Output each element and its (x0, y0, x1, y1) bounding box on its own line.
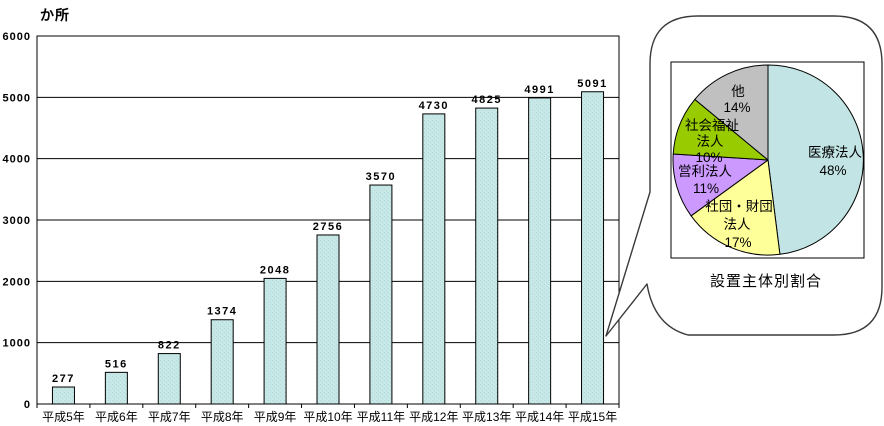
bar (157, 353, 181, 405)
pie-slice (690, 159, 781, 256)
x-tick-label: 平成14年 (515, 410, 564, 424)
pie-slice (694, 64, 769, 161)
x-tick-label: 平成13年 (462, 410, 511, 424)
pie-slice-label: 11% (693, 181, 719, 196)
y-tick-label: 0 (24, 399, 31, 411)
bar-value-label: 4991 (524, 84, 554, 96)
y-tick-label: 1000 (3, 338, 31, 350)
pie-slice (672, 153, 769, 217)
x-tick-label: 平成6年 (95, 410, 138, 424)
bar (210, 319, 234, 405)
x-tick-label: 平成8年 (201, 410, 244, 424)
bar (369, 184, 393, 405)
pie-slice-label: 法人 (724, 217, 752, 232)
pie-slice (767, 64, 864, 255)
pie-slice-label: 社会福祉 (685, 118, 739, 133)
pie-slice-label: 10% (695, 150, 722, 165)
pie-slice-label: 他 (731, 84, 745, 99)
y-tick-label: 4000 (3, 154, 31, 166)
x-tick-label: 平成7年 (148, 410, 191, 424)
bar-value-label: 277 (52, 373, 75, 385)
pie-slice-label: 48% (819, 163, 846, 178)
y-tick-label: 2000 (3, 276, 31, 288)
pie-slice-label: 14% (723, 100, 750, 115)
bar (316, 234, 340, 405)
y-tick-label: 3000 (3, 215, 31, 227)
bar-value-label: 822 (158, 340, 181, 352)
pie-slice-label: 法人 (697, 134, 725, 149)
x-tick-label: 平成9年 (254, 410, 297, 424)
y-tick-label: 6000 (3, 31, 31, 43)
bar (581, 91, 605, 405)
bar (104, 371, 128, 405)
x-tick-label: 平成12年 (409, 410, 458, 424)
pie-slice-label: 営利法人 (678, 164, 732, 179)
bar-value-label: 5091 (577, 78, 607, 90)
x-tick-label: 平成5年 (42, 410, 85, 424)
bar-value-label: 4730 (419, 100, 449, 112)
bar (51, 386, 75, 405)
x-tick-label: 平成15年 (568, 410, 617, 424)
y-tick-label: 5000 (3, 92, 31, 104)
bar-value-label: 4825 (471, 94, 501, 106)
bar-value-label: 516 (105, 358, 128, 370)
pie-slice-label: 医療法人 (808, 144, 862, 160)
bar (475, 107, 499, 405)
bar-value-label: 3570 (366, 171, 396, 183)
bar (422, 113, 446, 405)
x-tick-label: 平成10年 (303, 410, 352, 424)
bar-value-label: 1374 (207, 306, 237, 318)
y-axis-unit-label: か所 (40, 7, 70, 23)
pie-slice-label: 17% (724, 235, 751, 250)
bar-value-label: 2048 (260, 264, 290, 276)
x-tick-label: 平成11年 (357, 410, 405, 424)
pie-chart-caption: 設置主体別割合 (709, 273, 822, 290)
pie-slice-label: 社団・財団 (705, 199, 773, 214)
bar (528, 97, 552, 405)
bar (263, 277, 287, 405)
bar-value-label: 2756 (313, 221, 343, 233)
